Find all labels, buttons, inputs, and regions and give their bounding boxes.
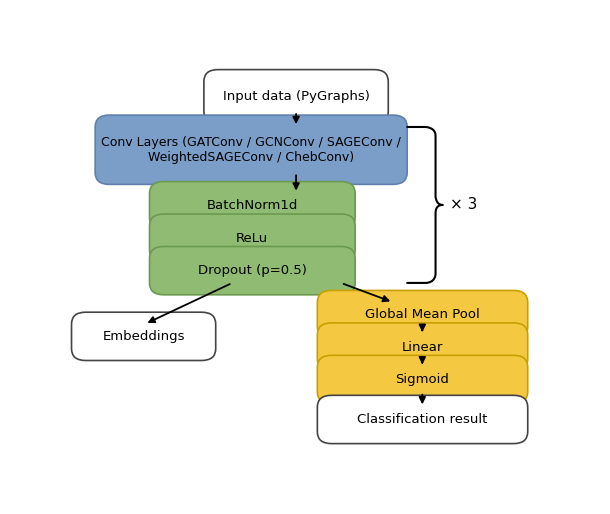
Text: Embeddings: Embeddings bbox=[102, 330, 185, 343]
Text: BatchNorm1d: BatchNorm1d bbox=[207, 199, 298, 212]
FancyBboxPatch shape bbox=[95, 115, 407, 185]
FancyBboxPatch shape bbox=[149, 181, 355, 230]
Text: Classification result: Classification result bbox=[357, 413, 488, 426]
Text: Conv Layers (GATConv / GCNConv / SAGEConv /
WeightedSAGEConv / ChebConv): Conv Layers (GATConv / GCNConv / SAGECon… bbox=[101, 136, 401, 164]
Text: ReLu: ReLu bbox=[236, 232, 268, 245]
FancyBboxPatch shape bbox=[204, 69, 388, 123]
FancyBboxPatch shape bbox=[317, 355, 528, 403]
FancyBboxPatch shape bbox=[317, 290, 528, 339]
FancyBboxPatch shape bbox=[149, 214, 355, 262]
FancyBboxPatch shape bbox=[71, 312, 216, 360]
Text: Dropout (p=0.5): Dropout (p=0.5) bbox=[198, 264, 307, 277]
FancyBboxPatch shape bbox=[317, 395, 528, 444]
Text: Linear: Linear bbox=[402, 341, 443, 354]
Text: × 3: × 3 bbox=[450, 197, 478, 212]
FancyBboxPatch shape bbox=[317, 323, 528, 371]
FancyBboxPatch shape bbox=[149, 247, 355, 295]
Text: Sigmoid: Sigmoid bbox=[396, 373, 450, 386]
Text: Input data (PyGraphs): Input data (PyGraphs) bbox=[223, 90, 370, 103]
Text: Global Mean Pool: Global Mean Pool bbox=[365, 308, 480, 321]
